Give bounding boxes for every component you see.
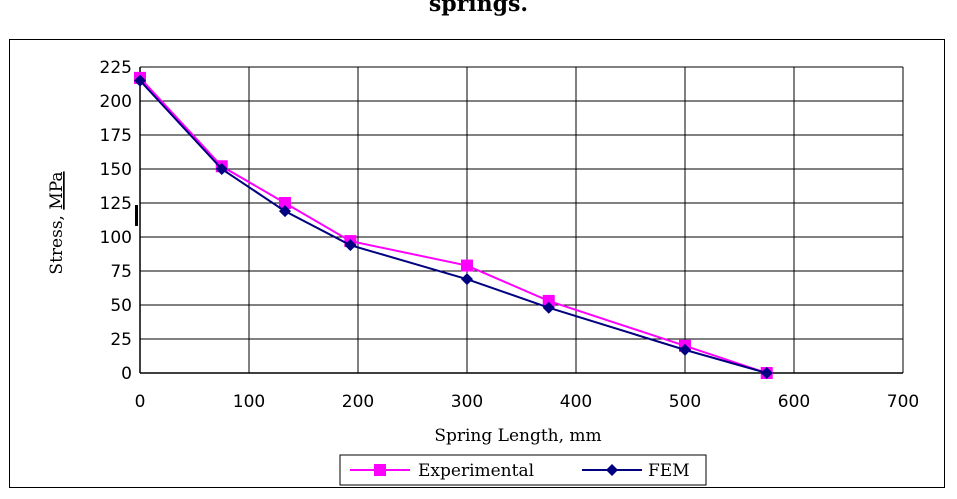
data-point-fem: [215, 163, 228, 175]
x-tick-label: 100: [233, 392, 265, 412]
data-point-fem: [542, 301, 555, 314]
x-tick-label: 500: [669, 392, 701, 412]
gridlines: [139, 66, 904, 374]
y-tick-label: 200: [100, 92, 132, 112]
legend-label-experimental: Experimental: [418, 461, 534, 481]
legend-label-fem: FEM: [648, 461, 690, 481]
y-tick-label: 100: [100, 228, 132, 248]
y-tick-label: 150: [100, 160, 132, 180]
x-tick-label: 0: [135, 392, 146, 412]
y-tick-label: 50: [110, 296, 132, 316]
data-point-fem: [679, 343, 691, 356]
y-tick-label: 175: [100, 126, 132, 146]
data-point-fem: [134, 74, 146, 87]
series-line-experimental: [139, 77, 768, 374]
x-tick-label: 400: [560, 392, 592, 412]
series: [134, 71, 773, 379]
y-tick-label: 125: [100, 194, 132, 214]
y-tick-label: 25: [110, 330, 132, 350]
y-axis-label: Stress, MPa: [47, 171, 67, 274]
series-line-fem: [139, 79, 768, 374]
legend: Experimental FEM: [339, 454, 707, 486]
chart-frame: [9, 39, 945, 488]
x-tick-label: 200: [342, 392, 374, 412]
axis-cursor-mark: [135, 205, 138, 226]
data-point-fem: [760, 367, 773, 379]
y-tick-label: 75: [110, 262, 132, 282]
data-point-fem: [344, 239, 357, 252]
y-tick-label: 0: [121, 364, 132, 384]
legend-marker-experimental: [374, 464, 386, 476]
data-point-fem: [278, 205, 291, 218]
x-tick-label: 300: [451, 392, 483, 412]
y-axis-label-unit: MPa: [47, 171, 67, 209]
x-axis-label: Spring Length, mm: [434, 426, 601, 446]
y-axis-label-main: Stress,: [47, 210, 67, 275]
data-point-experimental: [542, 294, 555, 307]
y-tick-label: 225: [100, 58, 132, 78]
axes: [139, 67, 903, 374]
x-tick-label: 600: [778, 392, 810, 412]
x-tick-label: 700: [887, 392, 919, 412]
legend-marker-fem: [606, 464, 618, 476]
tick-labels: 0 25 50 75 100 125 150 175 200 225 0 100 200 300 400 50…: [100, 58, 920, 412]
figure-caption: springs.: [428, 0, 529, 17]
data-point-experimental: [278, 197, 291, 209]
data-point-experimental: [461, 259, 473, 272]
data-point-fem: [461, 273, 473, 286]
